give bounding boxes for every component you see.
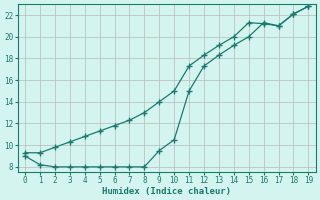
X-axis label: Humidex (Indice chaleur): Humidex (Indice chaleur) [102,187,231,196]
